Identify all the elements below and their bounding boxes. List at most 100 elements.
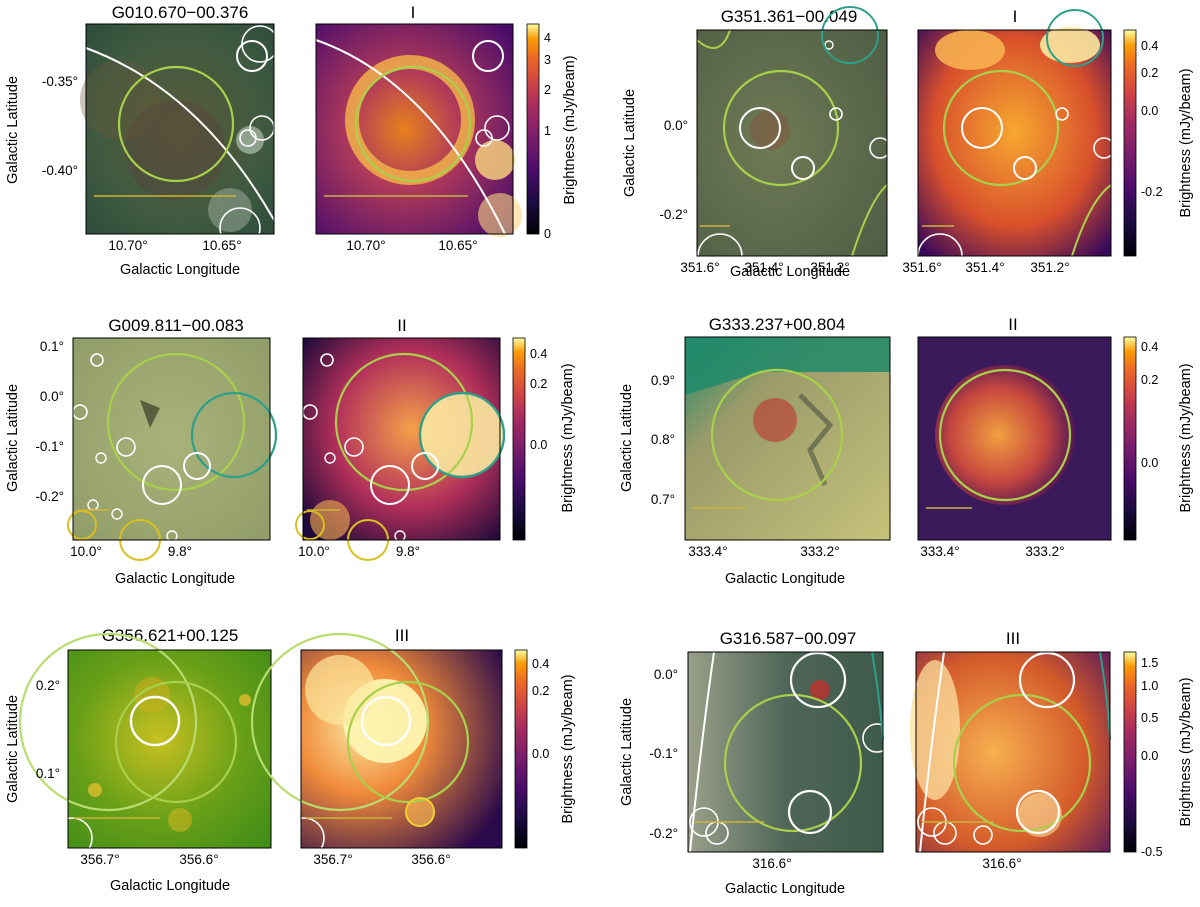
x-tick-label: 316.6° [752,856,791,871]
x-tick-label: 10.0° [298,544,330,559]
radio-image-panel [917,336,1112,541]
x-tick-label: 333.2° [800,544,839,559]
colorbar-tick-label: 0.2 [532,684,549,698]
y-axis-label: Galactic Latitude [5,76,21,184]
x-tick-label: 356.7° [80,852,119,867]
panel-class-label: III [1006,629,1020,648]
colorbar-tick-label: 2 [544,83,551,97]
y-tick-label: -0.1° [649,746,678,761]
colorbar: 0.4 0.2 0.0 Brightness (mJy/beam) [514,649,576,849]
x-tick-labels: 316.6° [752,856,791,871]
x-tick-labels: 351.6° 351.4° 351.2° [680,260,849,275]
panel-g316-587: G316.587−00.097 0.0° -0.1° -0.2° 316.6° … [619,629,1194,897]
y-tick-labels: 0.0° -0.2° [659,118,688,222]
colorbar: 4 3 2 1 0 Brightness (mJy/beam) [526,23,578,241]
x-axis-label: Galactic Longitude [110,878,230,894]
panel-g333-237: G333.237+00.804 0.9° 0.8° 0.7° 333.4° 33… [619,315,1194,587]
y-axis-label: Galactic Latitude [5,384,21,492]
colorbar-tick-label: -0.5 [1141,845,1163,859]
panel-g009-811: G009.811−00.083 0.1° 0.0° -0.1° -0.2° [5,316,576,587]
y-tick-label: 0.0° [664,118,688,133]
y-tick-label: -0.40° [42,163,78,178]
colorbar: 0.4 0.2 0.0 Brightness (mJy/beam) [1123,336,1194,541]
x-tick-label: 351.2° [1030,260,1069,275]
x-tick-label: 356.6° [411,852,450,867]
radio-image-panel [917,9,1115,279]
colorbar: 1.5 1.0 0.5 0.0 -0.5 Brightness (mJy/bea… [1123,651,1194,859]
y-tick-label: 0.8° [651,432,675,447]
colorbar-tick-label: 0.4 [1141,39,1158,53]
x-axis-label: Galactic Longitude [725,881,845,897]
colorbar-label: Brightness (mJy/beam) [1178,68,1194,217]
x-axis-label: Galactic Longitude [730,264,850,280]
ir-image-panel [687,651,892,853]
x-tick-label: 10.70° [346,238,385,253]
x-tick-labels: 10.0° 9.8° [298,544,420,559]
colorbar-tick-label: 0.0 [1141,104,1158,118]
x-tick-label: 333.4° [688,544,727,559]
y-tick-labels: 0.0° -0.1° -0.2° [649,667,678,841]
colorbar-tick-label: 0.0 [1141,749,1158,763]
ir-image-panel [18,632,272,859]
y-tick-label: 0.7° [651,492,675,507]
x-tick-label: 316.6° [982,856,1021,871]
y-tick-labels: 0.2° 0.1° [36,678,60,781]
colorbar-tick-label: 0.4 [1141,340,1158,354]
colorbar-tick-label: 0.2 [1141,66,1158,80]
x-tick-labels: 10.0° 9.8° [70,544,192,559]
colorbar-tick-label: 0.0 [532,747,549,761]
y-tick-label: -0.1° [35,439,64,454]
x-tick-label: 356.6° [179,852,218,867]
x-tick-label: 10.0° [70,544,102,559]
x-tick-label: 10.65° [438,238,477,253]
y-tick-labels: -0.35° -0.40° [42,74,78,178]
x-tick-label: 10.65° [202,238,241,253]
colorbar-label: Brightness (mJy/beam) [1178,363,1194,512]
x-tick-label: 351.2° [810,260,849,275]
x-tick-labels: 333.4° 333.2° [688,544,839,559]
panel-title: G356.621+00.125 [102,626,239,645]
y-tick-label: 0.0° [654,667,678,682]
colorbar-tick-label: 0.0 [1141,456,1158,470]
x-tick-label: 351.6° [902,260,941,275]
x-axis-label: Galactic Longitude [115,571,235,587]
x-tick-labels: 356.7° 356.6° [313,852,450,867]
colorbar-tick-label: 0.0 [530,438,547,452]
colorbar-tick-label: 0.4 [532,657,549,671]
y-tick-label: 0.9° [651,373,675,388]
colorbar-tick-label: 0.2 [1141,373,1158,387]
colorbar-tick-label: 0.4 [530,347,547,361]
panel-class-label: II [397,316,406,335]
x-tick-label: 351.6° [680,260,719,275]
y-axis-label: Galactic Latitude [622,89,638,197]
colorbar-label: Brightness (mJy/beam) [560,363,576,512]
colorbar-label: Brightness (mJy/beam) [560,674,576,823]
panel-class-label: III [395,626,409,645]
x-tick-label: 351.4° [965,260,1004,275]
y-axis-label: Galactic Latitude [619,698,635,806]
colorbar: 0.4 0.2 0.0 -0.2 Brightness (mJy/beam) [1123,29,1194,257]
ir-image-panel [80,23,279,249]
y-axis-label: Galactic Latitude [5,695,21,803]
radio-image-panel [910,651,1111,853]
colorbar-tick-label: 1.0 [1141,679,1158,693]
y-tick-label: 0.2° [36,678,60,693]
panel-title: G316.587−00.097 [720,629,857,648]
panel-title: G333.237+00.804 [709,315,846,334]
y-axis-label: Galactic Latitude [619,384,635,492]
panel-class-label: I [1013,7,1018,26]
ir-image-panel [67,337,278,561]
panel-g010-670: G010.670−00.376 -0.35° -0.40° 10.70° 10.… [5,3,578,278]
x-tick-labels: 356.7° 356.6° [80,852,218,867]
radio-image-panel [250,632,503,859]
y-tick-label: -0.35° [42,74,78,89]
x-tick-label: 333.2° [1025,544,1064,559]
y-tick-label: -0.2° [649,826,678,841]
x-tick-label: 356.7° [313,852,352,867]
colorbar-tick-label: 3 [544,53,551,67]
ir-image-panel [684,336,891,541]
x-tick-label: 351.4° [744,260,783,275]
panel-title: G351.361−00.049 [721,7,858,26]
